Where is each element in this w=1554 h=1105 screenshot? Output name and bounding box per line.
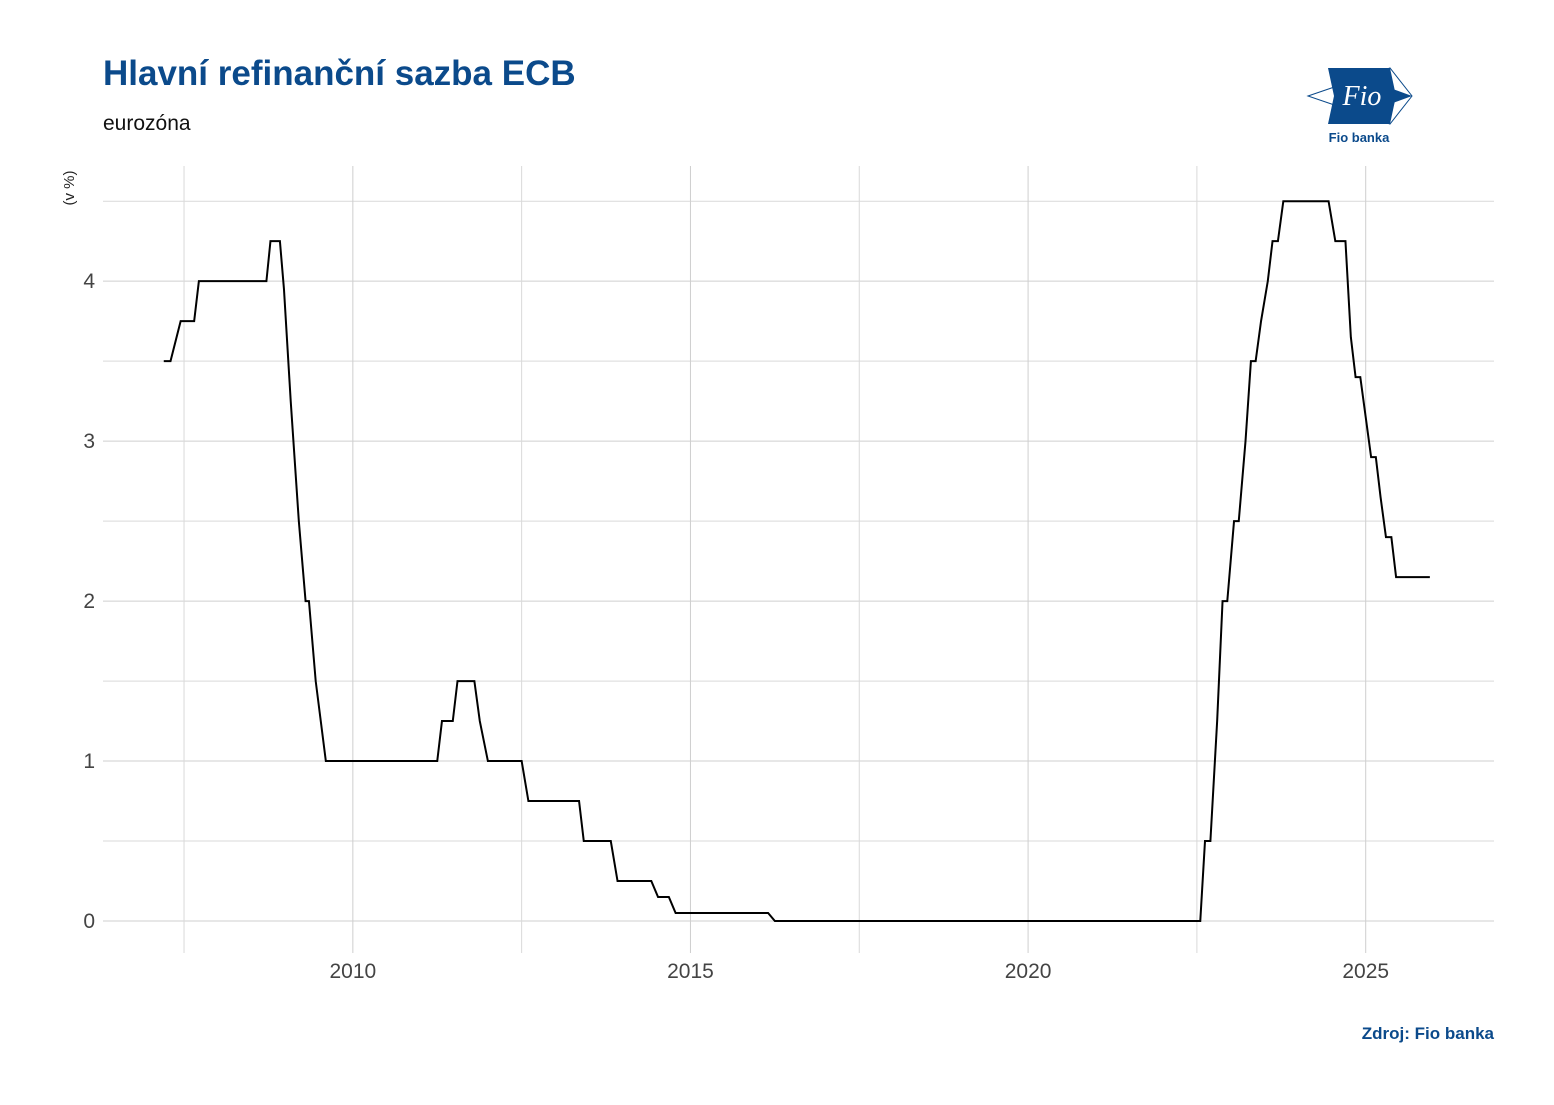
x-tick-label: 2010 xyxy=(329,960,376,983)
x-tick-label: 2015 xyxy=(667,960,714,983)
logo-text: Fio xyxy=(1342,81,1382,112)
source-caption: Zdroj: Fio banka xyxy=(1361,1024,1494,1043)
x-tick-label: 2020 xyxy=(1005,960,1052,983)
y-tick-label: 3 xyxy=(83,430,95,453)
y-tick-label: 1 xyxy=(83,750,95,773)
y-tick-label: 0 xyxy=(83,910,95,933)
fio-banka-logo: Fio Fio banka xyxy=(1300,62,1420,148)
series-line-main-refinancing-rate xyxy=(163,200,1430,923)
chart-subtitle: eurozóna xyxy=(103,112,191,135)
x-tick-label: 2025 xyxy=(1342,960,1389,983)
tick-labels: 0 1 2 3 4 2010 2015 2020 2025 xyxy=(83,270,1389,983)
y-tick-label: 2 xyxy=(83,590,95,613)
y-axis-label: (v %) xyxy=(61,171,78,206)
y-tick-label: 4 xyxy=(83,270,95,293)
grid xyxy=(103,166,1494,953)
chart-title: Hlavní refinanční sazba ECB xyxy=(103,54,576,93)
logo-caption: Fio banka xyxy=(1329,130,1390,145)
